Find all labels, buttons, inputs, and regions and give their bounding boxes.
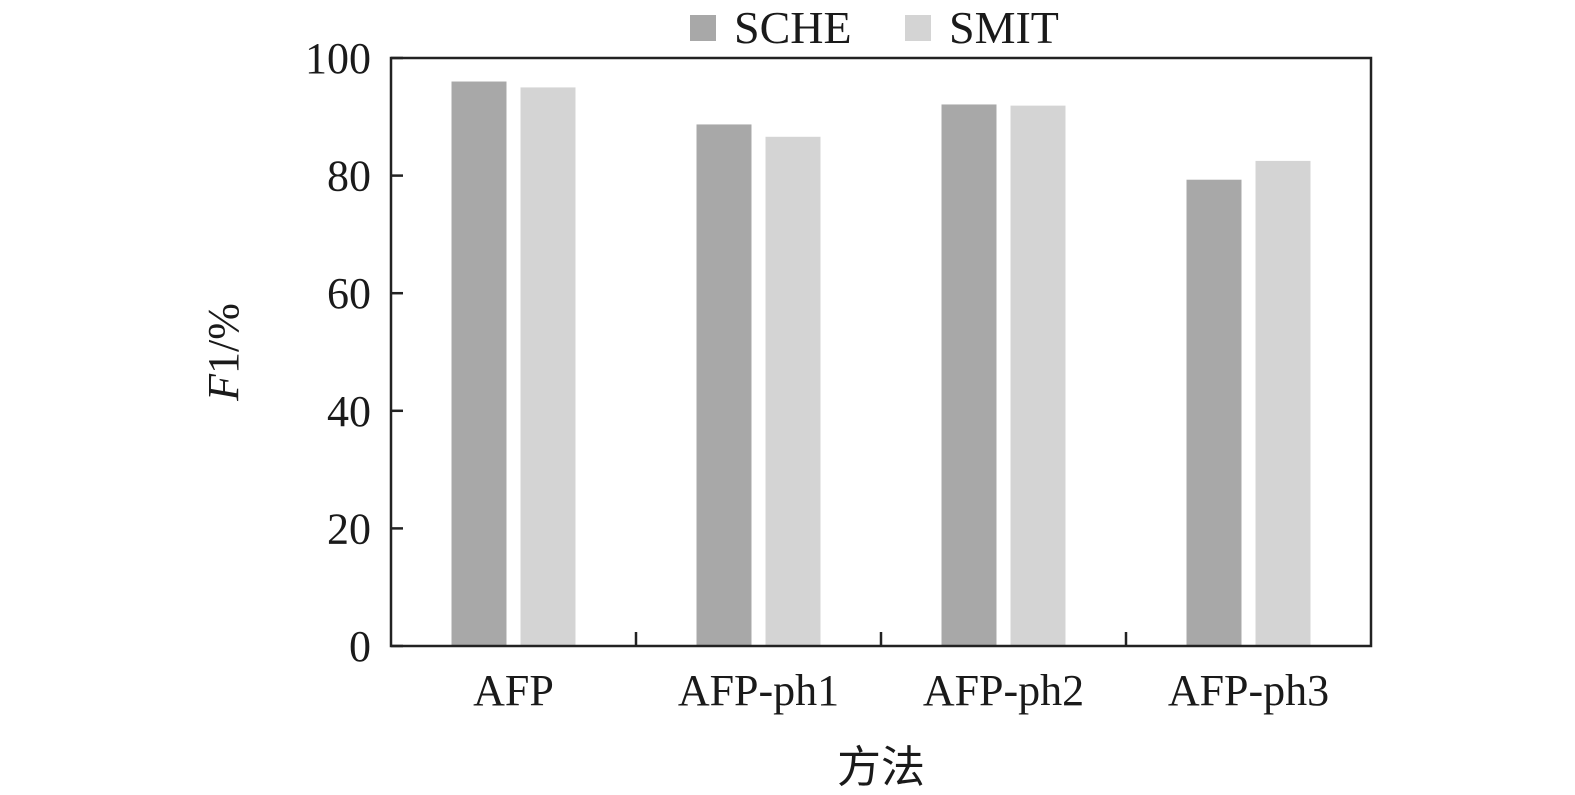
bar-smit-afp (520, 87, 576, 646)
legend-swatch-smit (905, 15, 931, 41)
y-tick-label-40: 40 (327, 387, 371, 436)
bar-smit-afp-ph3 (1255, 160, 1311, 646)
bar-sche-afp-ph3 (1186, 179, 1242, 646)
bar-sche-afp (451, 81, 507, 646)
x-tick-label-afp-ph1: AFP-ph1 (678, 666, 839, 715)
y-tick-label-20: 20 (327, 504, 371, 553)
legend-label-smit: SMIT (949, 2, 1059, 53)
bar-sche-afp-ph1 (696, 124, 752, 647)
y-axis-title-rest: 1/% (199, 303, 248, 374)
bar-smit-afp-ph2 (1010, 105, 1066, 647)
legend-label-sche: SCHE (734, 2, 852, 53)
y-axis-ticks: 0 20 40 60 80 100 (305, 34, 403, 671)
y-tick-label-100: 100 (305, 34, 371, 83)
y-tick-label-60: 60 (327, 269, 371, 318)
y-axis-title-italic: F (199, 373, 248, 402)
x-tick-label-afp-ph2: AFP-ph2 (923, 666, 1084, 715)
y-axis-title: F1/% (199, 303, 248, 402)
x-tick-label-afp: AFP (473, 666, 554, 715)
legend-swatch-sche (690, 15, 716, 41)
x-tick-label-afp-ph3: AFP-ph3 (1168, 666, 1329, 715)
bar-smit-afp-ph1 (765, 136, 821, 647)
bar-sche-afp-ph2 (941, 104, 997, 646)
x-axis-ticks: AFP AFP-ph1 AFP-ph2 AFP-ph3 (473, 632, 1329, 715)
y-tick-label-80: 80 (327, 152, 371, 201)
x-axis-title: 方法 (837, 743, 925, 792)
legend: SCHE SMIT (690, 2, 1059, 53)
bars-group (451, 81, 1311, 647)
y-tick-label-0: 0 (349, 622, 371, 671)
